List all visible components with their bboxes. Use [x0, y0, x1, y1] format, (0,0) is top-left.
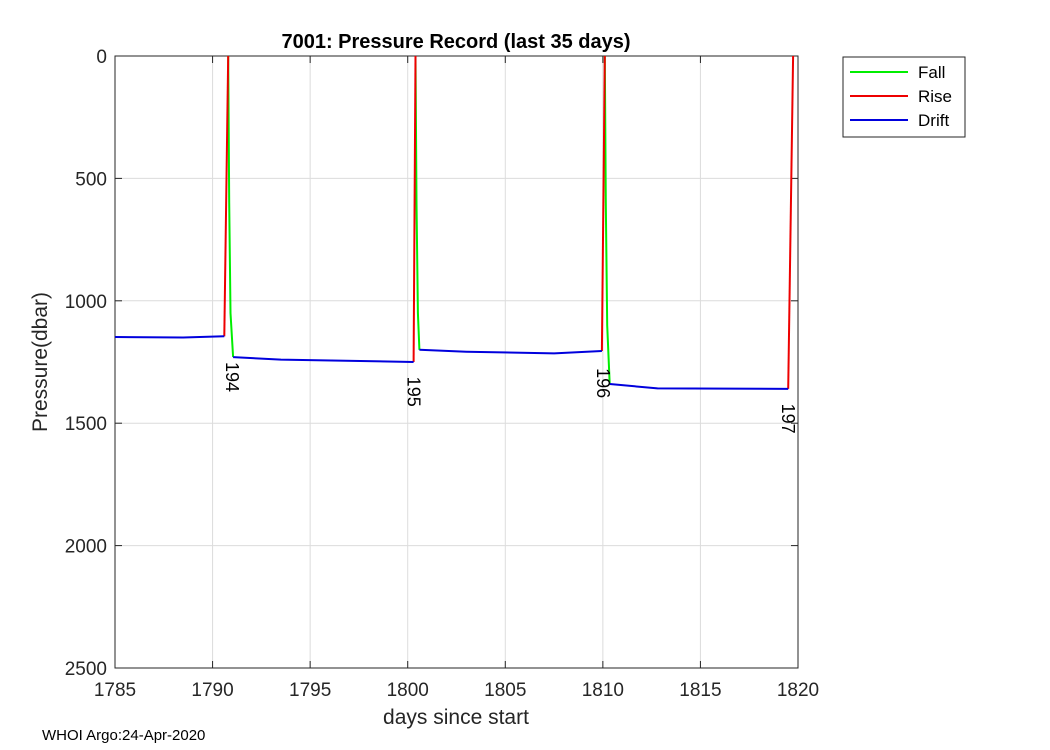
legend-label-rise: Rise	[918, 87, 952, 106]
y-axis-label: Pressure(dbar)	[29, 292, 52, 432]
cycle-annotations: 194 195 196 197	[222, 362, 798, 434]
x-tick-label: 1785	[94, 680, 136, 701]
fall-line-segment	[227, 55, 235, 358]
series-rise	[223, 55, 795, 389]
rise-line-segment	[412, 55, 417, 363]
legend: Fall Rise Drift	[842, 56, 966, 138]
footer-credit: WHOI Argo:24-Apr-2020	[42, 727, 206, 744]
cycle-number-label: 194	[222, 362, 242, 392]
cycle-number-label: 197	[778, 404, 798, 434]
plot-area-frame	[114, 55, 799, 669]
legend-label-fall: Fall	[918, 63, 945, 82]
x-tick-label: 1810	[582, 680, 624, 701]
x-tick-label: 1800	[387, 680, 429, 701]
cycle-number-label: 195	[404, 377, 424, 407]
x-tick-label: 1815	[679, 680, 721, 701]
y-tick-label: 500	[75, 169, 107, 190]
drift-line-segment	[233, 356, 414, 363]
x-tick-label: 1805	[484, 680, 526, 701]
y-tick-label: 2500	[65, 659, 107, 680]
fall-line-segment	[603, 55, 611, 385]
y-tick-label: 0	[96, 47, 107, 68]
drift-line-segment	[609, 383, 789, 390]
chart-title: 7001: Pressure Record (last 35 days)	[281, 31, 630, 53]
cycle-number-label: 196	[593, 368, 613, 398]
y-tick-label: 1500	[65, 414, 107, 435]
rise-line-segment	[223, 55, 230, 337]
rise-line-segment	[787, 55, 795, 389]
y-tick-label: 1000	[65, 292, 107, 313]
legend-label-drift: Drift	[918, 111, 949, 130]
x-tick-label: 1820	[777, 680, 819, 701]
drift-line-segment	[114, 335, 225, 339]
axis-ticks: 1785 1790 1795 1800 1805 1810 1815 1820 0 500 1000…	[65, 47, 819, 701]
rise-line-segment	[600, 55, 606, 352]
drift-line-segment	[419, 348, 602, 355]
series-drift	[114, 335, 789, 390]
x-tick-label: 1795	[289, 680, 331, 701]
grid	[115, 56, 798, 668]
series-lines	[114, 55, 795, 390]
x-tick-label: 1790	[191, 680, 233, 701]
x-axis-label: days since start	[383, 706, 529, 729]
series-fall	[227, 55, 611, 385]
y-tick-label: 2000	[65, 537, 107, 558]
